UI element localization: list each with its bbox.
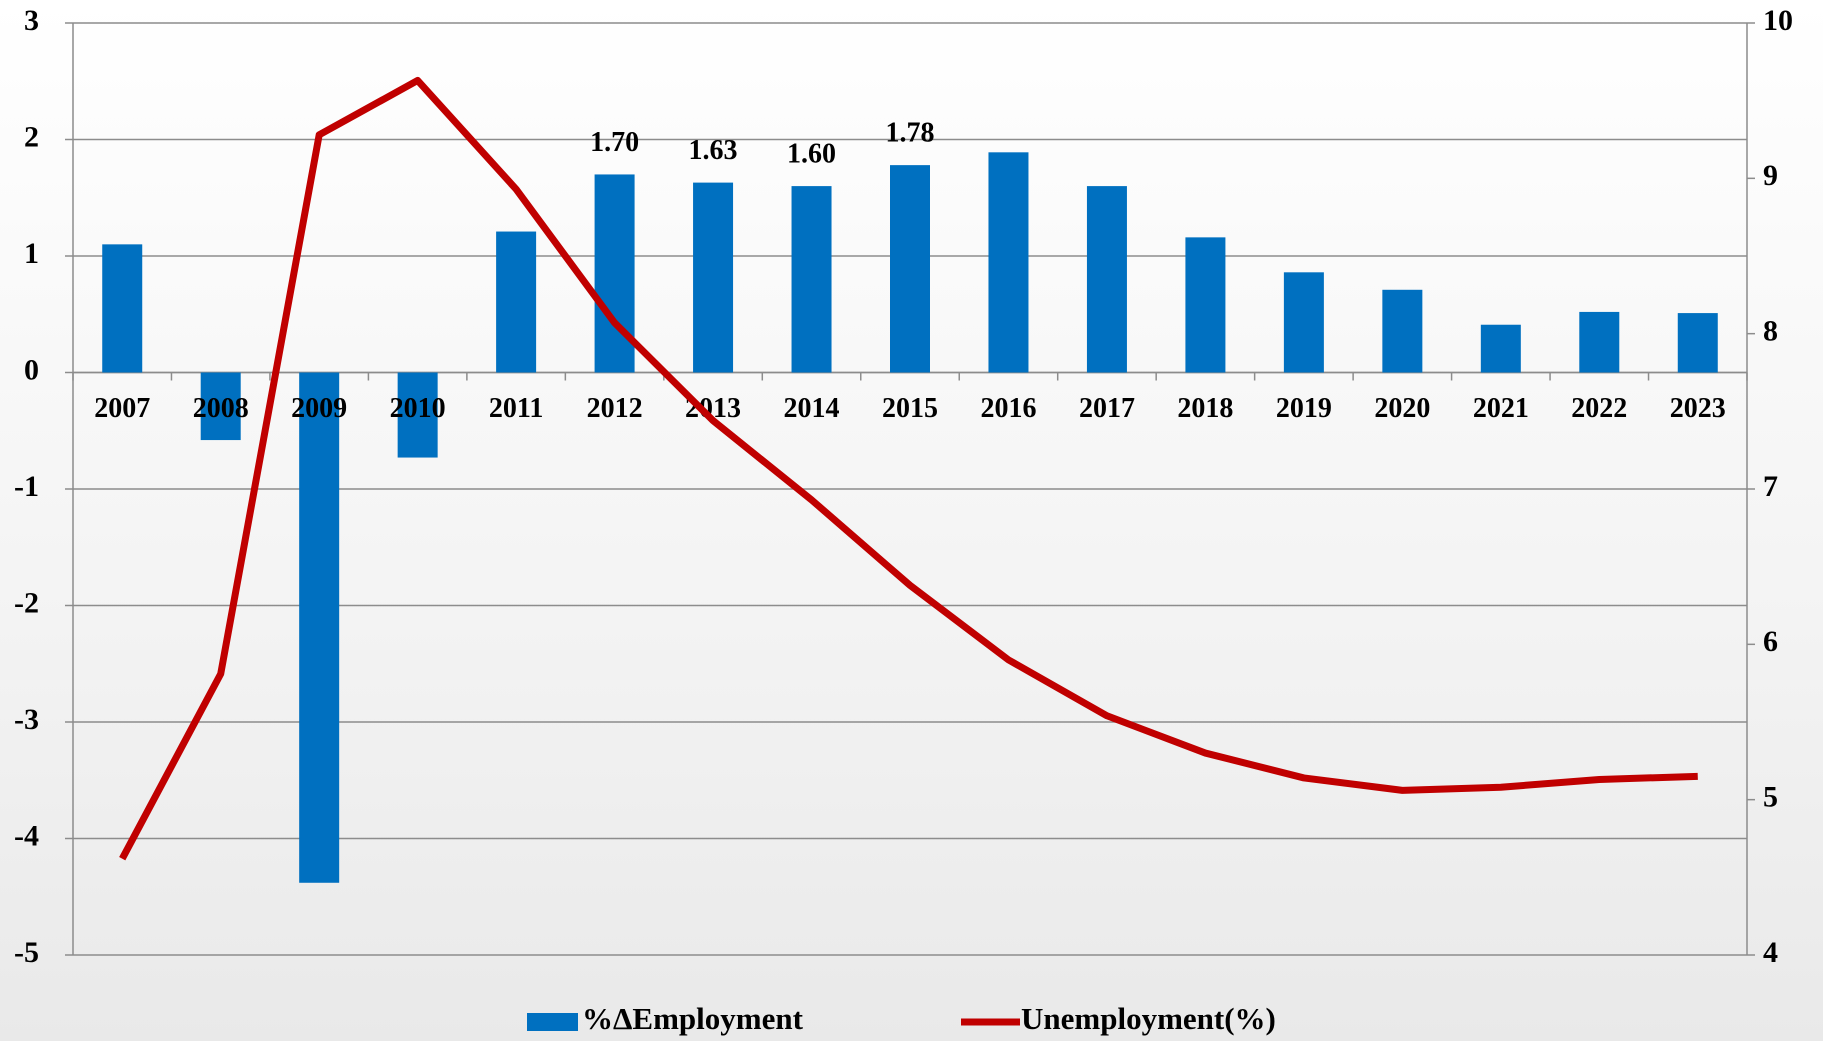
- x-tick-label: 2019: [1276, 393, 1332, 424]
- x-tick-label: 2023: [1670, 393, 1726, 424]
- y2-tick-label: 5: [1763, 781, 1778, 814]
- y2-tick-label: 10: [1763, 4, 1793, 37]
- bar: [102, 244, 143, 373]
- x-tick-label: 2011: [489, 393, 543, 424]
- x-tick-label: 2007: [94, 393, 150, 424]
- y-tick-label: -1: [14, 470, 39, 503]
- y-tick-label: -2: [14, 586, 39, 619]
- x-tick-label: 2022: [1571, 393, 1627, 424]
- value-label: 1.60: [787, 139, 836, 170]
- legend-label: %ΔEmployment: [582, 1001, 804, 1036]
- y-tick-label: 3: [24, 4, 39, 37]
- value-label: 1.63: [689, 135, 738, 166]
- y2-tick-label: 6: [1763, 625, 1778, 658]
- bar: [397, 372, 438, 458]
- legend-label: Unemployment(%): [1021, 1001, 1276, 1036]
- x-tick-label: 2016: [980, 393, 1036, 424]
- y-tick-label: 1: [24, 237, 39, 270]
- bar: [1480, 324, 1521, 373]
- y2-tick-label: 4: [1763, 936, 1778, 969]
- y-tick-label: 0: [24, 353, 39, 386]
- y-tick-label: 2: [24, 120, 39, 153]
- x-tick-label: 2020: [1374, 393, 1430, 424]
- bar: [1677, 313, 1718, 373]
- value-label: 1.70: [590, 127, 639, 158]
- bar: [1185, 237, 1226, 373]
- x-tick-label: 2021: [1473, 393, 1529, 424]
- bar: [1086, 186, 1127, 373]
- y2-tick-label: 8: [1763, 315, 1778, 348]
- bar: [1579, 311, 1620, 373]
- x-tick-label: 2017: [1079, 393, 1135, 424]
- bar: [496, 231, 537, 373]
- y-tick-label: -3: [14, 703, 39, 736]
- legend-swatch: [527, 1013, 578, 1031]
- bar: [791, 186, 832, 373]
- y2-tick-label: 7: [1763, 470, 1778, 503]
- bar: [1283, 272, 1324, 373]
- y-tick-label: -4: [14, 819, 39, 852]
- y2-tick-label: 9: [1763, 159, 1778, 192]
- x-tick-label: 2014: [784, 393, 840, 424]
- value-label: 1.78: [886, 118, 935, 149]
- x-tick-label: 2018: [1177, 393, 1233, 424]
- bar: [988, 152, 1029, 373]
- bar: [1382, 289, 1423, 373]
- y-tick-label: -5: [14, 936, 39, 969]
- bar: [200, 372, 241, 441]
- x-tick-label: 2008: [193, 393, 249, 424]
- bar: [693, 182, 734, 373]
- x-tick-label: 2009: [291, 393, 347, 424]
- x-tick-label: 2010: [390, 393, 446, 424]
- bar: [299, 372, 340, 883]
- bar: [890, 165, 930, 373]
- x-tick-label: 2012: [587, 393, 643, 424]
- bar: [594, 174, 635, 373]
- x-tick-label: 2015: [882, 393, 938, 424]
- line: [119, 76, 1698, 861]
